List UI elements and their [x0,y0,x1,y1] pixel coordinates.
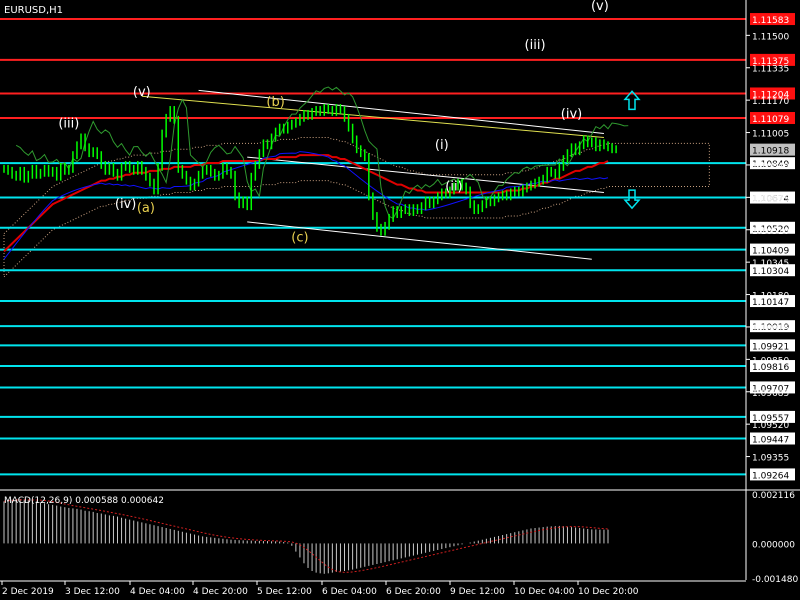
trend-line-0 [141,95,604,138]
macd-tick-label-2: -0.001480 [752,575,798,585]
price-tick-label-4: 1.10840 [752,162,789,172]
time-tick-label-6: 6 Dec 20:00 [386,587,441,597]
level-label-11: 1.09921 [752,342,789,352]
macd-signal-line [3,499,609,573]
level-tag-1 [750,53,795,66]
trend-line-3 [247,221,592,260]
wave-label-4: (b) [266,95,284,110]
current-price-label: 1.10918 [752,147,789,157]
level-tag-15 [750,432,795,445]
trend-line-2 [247,156,604,193]
time-tick-label-0: 2 Dec 2019 [2,587,54,597]
level-label-13: 1.09707 [752,384,789,394]
time-tick-label-8: 10 Dec 04:00 [514,587,575,597]
trend-lines[interactable] [141,89,604,260]
time-tick-label-4: 5 Dec 12:00 [257,587,312,597]
macd-label: MACD(12,26,9) 0.000588 0.000642 [4,496,164,506]
time-tick-label-5: 6 Dec 04:00 [322,587,377,597]
wave-label-3: (a) [137,201,155,216]
time-tick-label-3: 4 Dec 20:00 [193,587,248,597]
wave-label-1: (iii) [58,117,79,132]
time-tick-label-7: 9 Dec 12:00 [450,587,505,597]
horizontal-levels[interactable]: 1.11583 1.11375 1.11204 1.11079 1.10849 1.106… [0,13,795,481]
level-tag-10 [750,320,795,333]
level-label-10: 1.10019 [752,323,789,333]
price-tick-label-2: 1.11170 [752,97,789,107]
level-tag-7 [750,243,795,256]
price-tick-label-12: 1.09520 [752,421,789,431]
level-label-8: 1.10304 [752,267,789,277]
price-tick-label-11: 1.09685 [752,389,789,399]
level-tag-3 [750,112,795,125]
level-tag-8 [750,264,795,277]
level-label-15: 1.09447 [752,435,789,445]
wave-label-5: (c) [291,231,308,246]
time-tick-label-9: 10 Dec 20:00 [578,587,639,597]
level-label-3: 1.11079 [752,115,789,125]
price-tick-label-3: 1.11005 [752,130,789,140]
price-tick-label-8: 1.10180 [752,292,789,302]
macd-panel: 0.002116 0.000000 -0.001480 [0,489,800,585]
price-axis: 1.11500 1.11335 1.11170 1.11005 1.10840 1.106… [745,0,789,580]
level-label-12: 1.09816 [752,363,789,373]
price-tick-label-0: 1.11500 [752,32,789,42]
wave-labels: (v)(iii)(iv) (a)(b)(c)(i)(ii)(v)(iii)(iv) [58,0,608,246]
ichimoku-cloud [3,136,710,279]
level-tag-14 [750,410,795,423]
price-tick-label-10: 1.09850 [752,356,789,366]
level-label-2: 1.11204 [752,90,789,100]
wave-label-9: (iii) [525,38,546,53]
lagging-span-line [15,86,629,220]
macd-tick-label-0: 0.002116 [752,491,795,501]
wave-label-10: (iv) [561,107,582,122]
price-tick-label-9: 1.10015 [752,324,789,334]
price-tick-label-7: 1.10345 [752,259,789,269]
price-series [3,104,617,236]
wave-label-2: (iv) [115,197,136,212]
wave-label-0: (v) [133,85,151,100]
level-label-0: 1.11583 [752,16,789,26]
cloud-band [3,136,710,279]
level-tag-0 [750,13,795,26]
wave-label-7: (ii) [445,179,462,194]
level-label-5: 1.10674 [752,195,789,205]
chart-title: EURUSD,H1 [4,5,63,16]
price-tick-label-6: 1.10510 [752,227,789,237]
arrow-down-icon [623,189,641,210]
level-tag-9 [750,295,795,308]
time-tick-label-1: 3 Dec 12:00 [65,587,120,597]
level-label-1: 1.11375 [752,57,789,67]
price-tick-label-13: 1.09355 [752,454,789,464]
level-tag-16 [750,468,795,481]
level-tag-5 [750,191,795,204]
level-label-7: 1.10409 [752,247,789,257]
price-tick-label-1: 1.11335 [752,65,789,75]
level-label-4: 1.10849 [752,160,789,170]
level-label-6: 1.10520 [752,225,789,235]
time-tick-label-2: 4 Dec 04:00 [130,587,185,597]
level-tag-4 [750,157,795,170]
ma-blue-line [3,151,609,260]
current-price-tag [750,143,795,156]
price-tick-label-5: 1.10675 [752,194,789,204]
macd-tick-label-1: 0.000000 [752,540,795,550]
level-tag-2 [750,87,795,100]
level-label-9: 1.10147 [752,298,789,308]
trend-line-1 [198,89,604,135]
level-label-14: 1.09557 [752,414,789,424]
wave-label-8: (v) [591,0,609,14]
level-tag-13 [750,381,795,394]
signal-arrows [623,90,641,210]
level-tag-6 [750,221,795,234]
time-axis: 2 Dec 2019 3 Dec 12:00 4 Dec 04:00 4 Dec 20… [0,580,746,597]
level-label-16: 1.09264 [752,471,789,481]
level-tag-12 [750,360,795,373]
level-tag-11 [750,339,795,352]
wave-label-6: (i) [435,138,449,153]
arrow-up-icon [623,90,641,111]
